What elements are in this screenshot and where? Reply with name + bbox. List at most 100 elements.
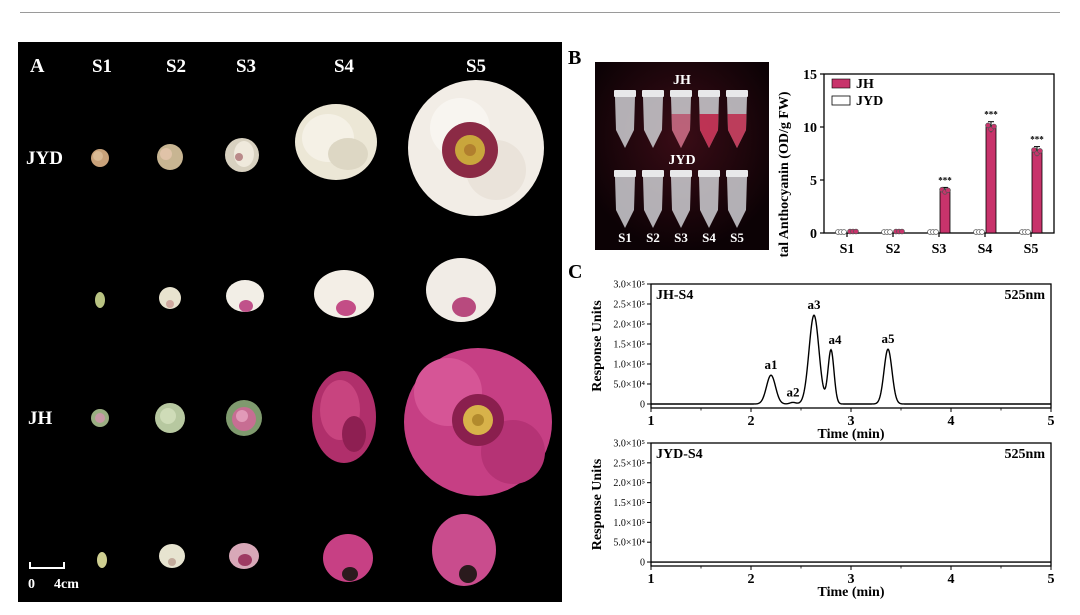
- jyd-point: [1025, 229, 1031, 235]
- chromatogram-x-tick-label: 4: [948, 414, 955, 429]
- peak-label: a2: [787, 384, 800, 399]
- bar-chart-y-tick-label: 0: [810, 227, 817, 242]
- chromatogram-frame: [650, 442, 1052, 567]
- panel-b-label: B: [568, 47, 581, 68]
- chromatogram-jyd-s4: 0 5.0×10⁴ 1.0×10⁵ 1.5×10⁵ 2.0×10⁵ 2.5×10⁵ 3.0×…: [590, 439, 1055, 601]
- chromatogram-wavelength: 525nm: [1005, 288, 1046, 303]
- chromatogram-y-tick-label: 3.0×10⁵: [613, 439, 645, 450]
- peak-label: a5: [882, 331, 896, 346]
- tube-label-s5: S5: [730, 230, 744, 245]
- jh-petal-s1: [97, 552, 107, 568]
- chromatogram-y-tick-label: 3.0×10⁵: [613, 280, 645, 291]
- tube: [698, 170, 720, 228]
- jh-bar: [1031, 150, 1043, 234]
- peak-label: a4: [829, 332, 843, 347]
- bar-chart-y-tick-label: 5: [810, 174, 817, 189]
- tube: [670, 90, 692, 148]
- chromatogram-x-axis-label: Time (min): [817, 427, 884, 442]
- chromatogram-frame: [650, 283, 1052, 409]
- jh-point: [985, 122, 991, 129]
- tube: [726, 90, 748, 148]
- jh-bar: [985, 126, 997, 234]
- chromatogram-x-axis-label: Time (min): [817, 585, 884, 600]
- chromatogram-x-tick-label: 3: [848, 414, 855, 429]
- flower-photo-panel: A S1 S2 S3 S4 S5 JYD JH: [18, 42, 562, 602]
- chromatogram-x-tick-label: 2: [748, 572, 755, 587]
- bar-chart-bars: *** *** ***: [835, 110, 1044, 235]
- bar-chart-x-tick-label: S2: [886, 242, 901, 257]
- chromatogram-x-tick-label: 1: [648, 572, 655, 587]
- jyd-flower-s3: [225, 138, 259, 172]
- jh-point: [1037, 148, 1043, 154]
- hplc-chromatograms: 0 5.0×10⁴ 1.0×10⁵ 1.5×10⁵ 2.0×10⁵ 2.5×10⁵ 3.0×…: [590, 280, 1055, 601]
- jh-flower-s5: [404, 348, 552, 496]
- chromatogram-x-tick-label: 1: [648, 414, 655, 429]
- top-divider: [20, 12, 1060, 13]
- tube: [642, 170, 664, 228]
- jyd-flower-s2: [157, 144, 183, 170]
- chromatogram-trace: [651, 314, 1051, 405]
- jh-bar: [939, 190, 951, 234]
- chromatogram-wavelength: 525nm: [1005, 447, 1046, 462]
- jh-flower-s2: [155, 403, 185, 433]
- jh-petal-s4: [323, 534, 373, 582]
- chromatogram-y-tick-label: 5.0×10⁴: [613, 538, 645, 549]
- chromatogram-y-axis-label: Response Units: [590, 458, 605, 550]
- jyd-point: [887, 229, 893, 235]
- legend-label-jh: JH: [856, 77, 874, 92]
- jh-point: [991, 123, 997, 130]
- panel-a-label: A: [30, 55, 45, 77]
- tube: [614, 170, 636, 228]
- bar-chart-x-tick-label: S4: [978, 242, 993, 257]
- tube-photo-top-label: JH: [673, 73, 691, 88]
- jyd-petal-s5: [426, 258, 496, 322]
- tube-row-jyd: [614, 170, 748, 228]
- tube-label-s3: S3: [674, 230, 688, 245]
- chromatogram-x-tick-label: 2: [748, 414, 755, 429]
- chromatogram-y-tick-label: 1.5×10⁵: [613, 498, 645, 509]
- panel-c-label-svg: C: [568, 261, 582, 282]
- peak-label: a3: [808, 297, 822, 312]
- bar-chart-legend: JH JYD: [831, 77, 883, 109]
- stage-label-s3: S3: [236, 56, 256, 77]
- tube: [614, 90, 636, 148]
- bar-chart-x-tick-label: S5: [1024, 242, 1039, 257]
- significance-mark: ***: [1030, 135, 1044, 145]
- jyd-petal-s2: [159, 287, 181, 309]
- chromatogram-title: JYD-S4: [656, 447, 703, 462]
- tube-row-jh: [614, 90, 748, 148]
- chromatogram-y-tick-label: 0: [640, 558, 645, 569]
- jh-petal-s3: [229, 543, 259, 569]
- chromatogram-y-tick-label: 1.5×10⁵: [613, 340, 645, 351]
- chromatogram-y-tick-label: 1.0×10⁵: [613, 360, 645, 371]
- jh-flower-s4: [312, 371, 376, 463]
- chromatogram-y-tick-label: 2.0×10⁵: [613, 320, 645, 331]
- chromatogram-y-axis-label: Response Units: [590, 300, 605, 392]
- scale-bar-start: 0: [28, 577, 35, 592]
- panel-c-label: C: [568, 261, 582, 282]
- bar-chart-x-tick-label: S3: [932, 242, 947, 257]
- legend-swatch-jh: [831, 78, 851, 89]
- chromatogram-y-tick-label: 5.0×10⁴: [613, 380, 645, 391]
- tube: [642, 90, 664, 148]
- chromatogram-y-tick-label: 1.0×10⁵: [613, 518, 645, 529]
- stage-label-s4: S4: [334, 56, 355, 77]
- stage-label-s2: S2: [166, 56, 186, 77]
- jh-point: [899, 228, 905, 235]
- bar-chart-y-tick-label: 15: [803, 68, 817, 83]
- bar-chart-axes: 0 5 10 15 S1 S2 S3 S4 S5: [803, 68, 1055, 257]
- tube-label-s4: S4: [702, 230, 716, 245]
- tube-photo-bottom-label: JYD: [668, 153, 695, 168]
- flower-photo-svg: A S1 S2 S3 S4 S5 JYD JH: [26, 55, 552, 592]
- significance-mark: ***: [984, 110, 998, 120]
- chromatogram-jh-s4: 0 5.0×10⁴ 1.0×10⁵ 1.5×10⁵ 2.0×10⁵ 2.5×10⁵ 3.0×…: [590, 280, 1055, 443]
- anthocyanin-bar-chart: Total Anthocyanin (OD/g FW) 0 5 10 15 S1 S2 S3…: [777, 68, 1055, 258]
- bar-chart-x-tick-label: S1: [840, 242, 855, 257]
- tube: [670, 170, 692, 228]
- chromatogram-y-tick-label: 2.5×10⁵: [613, 300, 645, 311]
- significance-mark: ***: [938, 175, 952, 185]
- row-label-jyd: JYD: [26, 148, 63, 169]
- stage-label-s5: S5: [466, 56, 486, 77]
- jyd-flower-s5: [408, 80, 544, 216]
- chromatogram-x-tick-label: 5: [1048, 572, 1055, 587]
